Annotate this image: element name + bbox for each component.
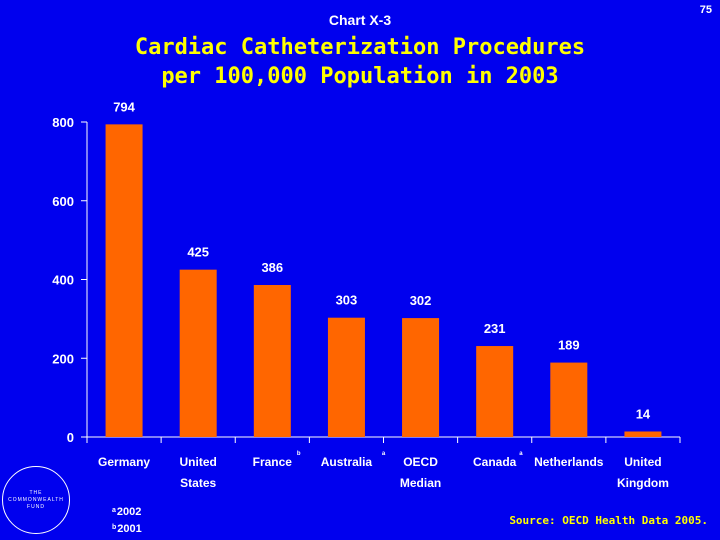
category-label: Netherlands (534, 455, 604, 469)
category-label: OECD (403, 455, 438, 469)
y-tick-label: 200 (52, 351, 74, 366)
category-label: Kingdom (617, 476, 669, 490)
bar (179, 269, 217, 437)
source-note: Source: OECD Health Data 2005. (509, 514, 708, 527)
footnote-b: b2001 (112, 520, 142, 537)
category-label: United (180, 455, 217, 469)
logo-line-3: FUND (27, 503, 45, 510)
bar-value-label: 425 (187, 245, 209, 260)
chart-title-line-1: Cardiac Catheterization Procedures (134, 35, 586, 60)
footnote-b-text: 2001 (117, 523, 142, 535)
bar-value-label: 14 (636, 406, 651, 421)
category-footnote-mark: b (297, 451, 301, 457)
bar-value-label: 231 (484, 321, 506, 336)
bar (402, 318, 440, 437)
category-label: Median (400, 476, 441, 490)
category-footnote-mark: a (519, 451, 523, 457)
page-number: 75 (699, 4, 712, 16)
footnotes: a2002 b2001 (112, 503, 142, 537)
footnote-a-text: 2002 (116, 506, 142, 518)
y-tick-label: 600 (52, 194, 74, 209)
bar-value-label: 189 (558, 338, 580, 353)
footnote-a: a2002 (112, 503, 142, 520)
category-label: United (624, 455, 661, 469)
category-label: Germany (98, 455, 150, 469)
category-label: Canada (473, 455, 517, 469)
bar (327, 317, 365, 437)
bar (253, 285, 291, 437)
bar-value-label: 386 (261, 260, 283, 275)
category-label: Australia (321, 455, 373, 469)
chart-title-line-2: per 100,000 Population in 2003 (161, 64, 559, 89)
bar-value-label: 794 (113, 99, 135, 114)
bar-value-label: 302 (410, 293, 432, 308)
y-tick-label: 400 (52, 273, 74, 288)
chart-label: Chart X-3 (328, 12, 392, 28)
category-footnote-mark: a (382, 451, 386, 457)
footnote-b-mark: b (112, 524, 117, 531)
bar (105, 124, 143, 438)
bar-value-label: 303 (336, 293, 358, 308)
chart-title: Cardiac Catheterization Procedures per 1… (0, 33, 720, 91)
logo-line-1: THE (29, 489, 43, 496)
y-tick-label: 0 (67, 430, 74, 445)
category-label: France (253, 455, 293, 469)
commonwealth-fund-logo: THE COMMONWEALTH FUND (2, 466, 70, 534)
bar (550, 362, 588, 437)
footnote-a-mark: a (112, 507, 116, 514)
y-tick-label: 800 (52, 115, 74, 130)
category-label: States (180, 476, 216, 490)
bar (624, 431, 662, 437)
bar (476, 346, 514, 437)
logo-line-2: COMMONWEALTH (8, 496, 64, 503)
